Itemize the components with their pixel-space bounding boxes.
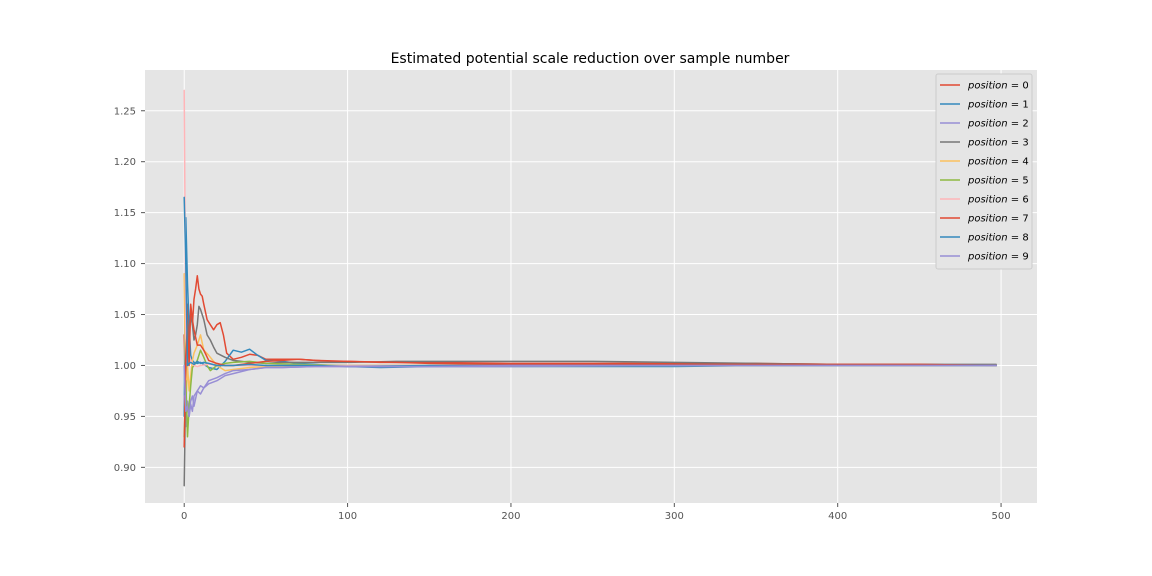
x-tick-label: 100 <box>338 511 357 522</box>
x-tick-label: 0 <box>181 511 187 522</box>
series-line-position-7 <box>183 303 997 448</box>
y-tick-label: 1.00 <box>114 361 136 372</box>
legend: position = 0 position = 1 position = 2 posi… <box>935 73 1033 270</box>
y-tick-label: 1.05 <box>114 310 136 321</box>
series-line-position-3 <box>183 305 997 487</box>
y-tick-label: 0.95 <box>114 412 136 423</box>
legend-label: position = 7 <box>967 214 1029 225</box>
y-tick-label: 1.15 <box>114 208 136 219</box>
series-line-position-9 <box>183 364 997 418</box>
legend-label: position = 0 <box>967 81 1029 92</box>
legend-label: position = 6 <box>967 195 1029 206</box>
legend-label: position = 9 <box>967 252 1029 263</box>
y-axis-ticks: 0.90 0.95 1.00 1.05 1.10 1.15 1.20 1.25 <box>114 106 145 474</box>
y-tick-label: 1.10 <box>114 259 136 270</box>
series-line-position-0 <box>183 275 997 423</box>
series-lines <box>183 89 997 487</box>
legend-label: position = 3 <box>967 138 1029 149</box>
legend-label: position = 2 <box>967 119 1029 130</box>
plot-area <box>145 70 1037 503</box>
chart-title: Estimated potential scale reduction over… <box>391 51 790 67</box>
x-tick-label: 200 <box>501 511 520 522</box>
legend-label: position = 8 <box>967 233 1029 244</box>
legend-label: position = 1 <box>967 100 1029 111</box>
x-tick-label: 500 <box>992 511 1011 522</box>
legend-label: position = 4 <box>967 157 1029 168</box>
x-tick-label: 400 <box>828 511 847 522</box>
legend-label: position = 5 <box>967 176 1029 187</box>
x-tick-label: 300 <box>665 511 684 522</box>
x-axis-ticks: 0 100 200 300 400 500 <box>181 503 1011 522</box>
y-tick-label: 1.25 <box>114 106 136 117</box>
y-tick-label: 0.90 <box>114 463 136 474</box>
y-tick-label: 1.20 <box>114 157 136 168</box>
